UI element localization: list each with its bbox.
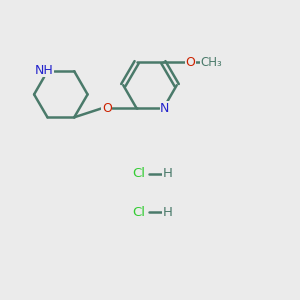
Text: O: O (102, 102, 112, 115)
Text: N: N (160, 102, 170, 115)
Text: Cl: Cl (132, 167, 145, 180)
Text: H: H (163, 167, 173, 180)
Text: CH₃: CH₃ (201, 56, 222, 69)
Text: Cl: Cl (132, 206, 145, 219)
Text: NH: NH (34, 64, 53, 77)
Text: O: O (185, 56, 195, 69)
Text: H: H (163, 206, 173, 219)
